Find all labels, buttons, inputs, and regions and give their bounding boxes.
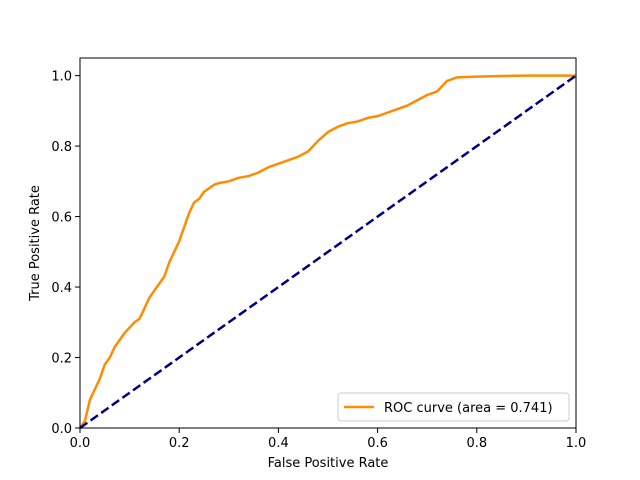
y-tick-label: 0.6: [51, 211, 72, 226]
x-tick-label: 0.4: [268, 436, 289, 451]
series-layer: [78, 74, 577, 430]
x-tick-label: 0.0: [70, 436, 91, 451]
x-tick-label: 1.0: [566, 436, 587, 451]
chance-diagonal-line: [79, 74, 577, 430]
plot-area: [80, 58, 576, 428]
x-tick-label: 0.8: [466, 436, 487, 451]
x-ticks: 0.0 0.2 0.4 0.6 0.8 1.0: [70, 428, 587, 451]
x-axis-label: False Positive Rate: [268, 456, 389, 471]
y-tick-label: 0.0: [51, 422, 72, 437]
plot-frame: [79, 57, 577, 429]
legend-label-roc: ROC curve (area = 0.741): [384, 401, 553, 416]
x-tick-label: 0.6: [367, 436, 388, 451]
roc-curve-line: [78, 74, 576, 429]
y-tick-label: 0.2: [51, 352, 72, 367]
legend: ROC curve (area = 0.741): [337, 392, 570, 422]
y-tick-label: 0.8: [51, 140, 72, 155]
x-tick-label: 0.2: [169, 436, 190, 451]
y-tick-label: 0.4: [51, 281, 72, 296]
y-axis-label: True Positive Rate: [28, 185, 43, 302]
y-ticks: 0.0 0.2 0.4 0.6 0.8 1.0: [51, 70, 80, 437]
legend-box: [337, 392, 570, 422]
y-tick-label: 1.0: [51, 70, 72, 85]
